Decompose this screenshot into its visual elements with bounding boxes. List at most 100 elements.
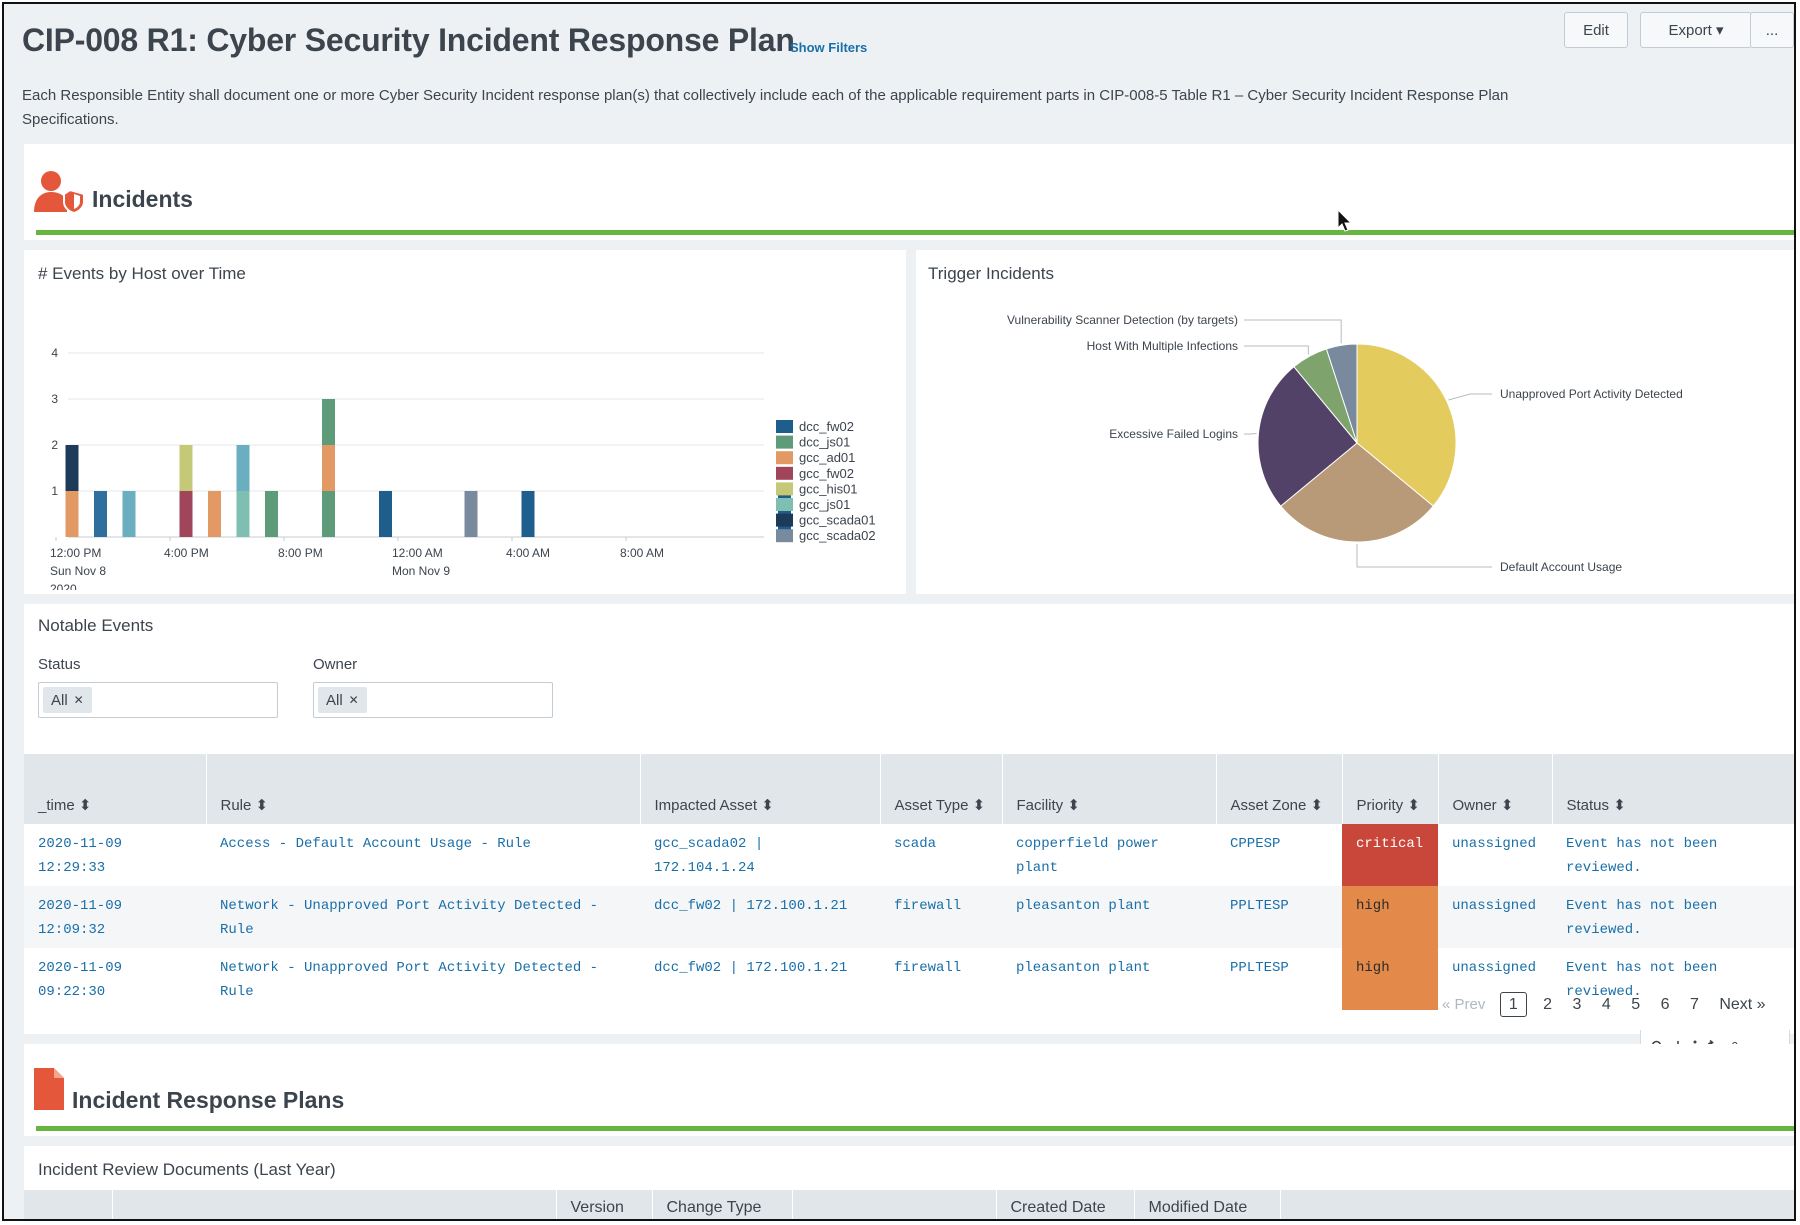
column-header-created-date[interactable]: Created Date xyxy=(996,1190,1135,1219)
cell-owner[interactable]: unassigned xyxy=(1452,960,1537,976)
column-header-facility[interactable]: Facility ⬍ xyxy=(1002,754,1217,824)
pager-page-6[interactable]: 6 xyxy=(1660,996,1670,1013)
cell-time[interactable]: 2020-11-09 12:29:33 xyxy=(38,836,123,876)
cell-owner[interactable]: unassigned xyxy=(1452,836,1537,852)
column-header-version[interactable]: Version xyxy=(556,1190,653,1219)
cell-time[interactable]: 2020-11-09 09:22:30 xyxy=(38,960,123,1000)
column-header-blank[interactable] xyxy=(792,1190,997,1219)
close-icon[interactable]: ✕ xyxy=(348,693,359,707)
edit-button[interactable]: Edit xyxy=(1564,12,1628,48)
legend-swatch xyxy=(776,420,793,433)
owner-filter-input[interactable]: All ✕ xyxy=(313,682,553,718)
cell-time[interactable]: 2020-11-09 12:09:32 xyxy=(24,886,206,948)
cell-owner[interactable]: unassigned xyxy=(1438,886,1552,948)
x-tick-label: Sun Nov 8 xyxy=(50,564,106,578)
bar-segment xyxy=(94,491,107,537)
cell-impacted-asset[interactable]: dcc_fw02 | 172.100.1.21 xyxy=(640,886,880,948)
pie-label: Default Account Usage xyxy=(1500,560,1622,574)
mouse-cursor-icon xyxy=(1337,209,1353,232)
column-header-status[interactable]: Status ⬍ xyxy=(1552,754,1794,824)
column-header-change-type[interactable]: Change Type xyxy=(652,1190,793,1219)
column-header-blank[interactable] xyxy=(112,1190,557,1219)
status-chip-label: All xyxy=(51,691,68,709)
table-row[interactable]: 2020-11-09 12:09:32 Network - Unapproved… xyxy=(24,886,1794,948)
bar-segment xyxy=(265,491,278,537)
legend-swatch xyxy=(776,451,793,465)
column-header-owner[interactable]: Owner ⬍ xyxy=(1438,754,1553,824)
legend-swatch xyxy=(776,435,793,449)
legend-label: gcc_js01 xyxy=(799,497,850,512)
owner-filter-chip[interactable]: All ✕ xyxy=(318,687,367,713)
pager-page-5[interactable]: 5 xyxy=(1631,996,1641,1013)
bar-segment xyxy=(322,445,335,491)
bar-segment xyxy=(179,491,193,537)
cell-status[interactable]: Event has not been reviewed. xyxy=(1566,836,1718,876)
page-description: Each Responsible Entity shall document o… xyxy=(22,87,1509,128)
pie-label: Host With Multiple Infections xyxy=(1087,339,1238,353)
pie-leader-line xyxy=(1356,544,1492,568)
pager-page-4[interactable]: 4 xyxy=(1601,996,1611,1013)
column-header-asset-zone[interactable]: Asset Zone ⬍ xyxy=(1216,754,1343,824)
cell-rule[interactable]: Access - Default Account Usage - Rule xyxy=(220,836,531,852)
bar-segment xyxy=(208,491,221,537)
bar-segment xyxy=(236,445,250,491)
cell-asset-zone[interactable]: CPPESP xyxy=(1230,836,1281,852)
cell-rule[interactable]: Network - Unapproved Port Activity Detec… xyxy=(206,886,640,948)
column-header-blank[interactable] xyxy=(24,1190,113,1219)
column-header-time[interactable]: _time ⬍ xyxy=(24,754,207,824)
cell-facility[interactable]: pleasanton plant xyxy=(1016,960,1151,976)
table-row[interactable]: 2020-11-09 09:22:30 Network - Unapproved… xyxy=(24,948,1794,1010)
column-header-modified-date[interactable]: Modified Date xyxy=(1134,1190,1281,1219)
legend-swatch xyxy=(776,466,793,480)
legend-swatch xyxy=(776,529,793,543)
column-header-priority[interactable]: Priority ⬍ xyxy=(1342,754,1439,824)
x-tick-label: 4:00 AM xyxy=(506,546,550,560)
pager-page-1[interactable]: 1 xyxy=(1499,992,1527,1017)
x-tick-label: 8:00 AM xyxy=(620,546,664,560)
cell-asset-type[interactable]: firewall xyxy=(894,960,962,976)
column-header-blank[interactable] xyxy=(1280,1190,1794,1219)
cell-status[interactable]: Event has not been reviewed. xyxy=(1552,886,1794,948)
cell-priority[interactable]: high xyxy=(1342,886,1438,948)
owner-filter-label: Owner xyxy=(313,656,358,673)
pager-next[interactable]: Next » xyxy=(1719,996,1766,1013)
status-filter-input[interactable]: All ✕ xyxy=(38,682,278,718)
show-filters-link[interactable]: Show Filters xyxy=(790,40,868,55)
x-tick-label: 8:00 PM xyxy=(278,546,323,560)
pie-leader-line xyxy=(1244,432,1257,435)
export-button[interactable]: Export ▾ xyxy=(1640,12,1752,48)
pager-page-7[interactable]: 7 xyxy=(1689,996,1699,1013)
cell-rule[interactable]: Network - Unapproved Port Activity Detec… xyxy=(220,960,599,1000)
cell-facility[interactable]: copperfield power plant xyxy=(1016,836,1159,876)
cell-impacted-asset[interactable]: dcc_fw02 | 172.100.1.21 xyxy=(654,960,848,976)
more-actions-button[interactable]: ... xyxy=(1750,12,1794,48)
table-row[interactable]: 2020-11-09 12:29:33 Access - Default Acc… xyxy=(24,824,1794,886)
status-filter-chip[interactable]: All ✕ xyxy=(43,687,92,713)
cell-facility[interactable]: pleasanton plant xyxy=(1002,886,1216,948)
close-icon[interactable]: ✕ xyxy=(73,693,84,707)
cell-priority[interactable]: critical xyxy=(1342,824,1438,886)
legend-label: dcc_js01 xyxy=(799,435,850,450)
cell-asset-zone[interactable]: PPLTESP xyxy=(1230,960,1289,976)
legend-swatch xyxy=(776,482,793,496)
table-header-row: _time ⬍ Rule ⬍ Impacted Asset ⬍ Asset Ty… xyxy=(24,754,1794,824)
bar-segment xyxy=(322,399,335,445)
bar-segment xyxy=(379,491,392,537)
column-header-asset-type[interactable]: Asset Type ⬍ xyxy=(880,754,1003,824)
pager-page-3[interactable]: 3 xyxy=(1572,996,1582,1013)
pager-page-2[interactable]: 2 xyxy=(1543,996,1553,1013)
cell-asset-type[interactable]: scada xyxy=(894,836,937,852)
cell-priority[interactable]: high xyxy=(1342,948,1438,1010)
pie-leader-line xyxy=(1244,319,1342,344)
cell-impacted-asset[interactable]: gcc_scada02 | 172.104.1.24 xyxy=(654,836,764,876)
cell-asset-zone[interactable]: PPLTESP xyxy=(1216,886,1342,948)
pie-label: Vulnerability Scanner Detection (by targ… xyxy=(1007,313,1238,327)
cell-asset-type[interactable]: firewall xyxy=(880,886,1002,948)
column-header-rule[interactable]: Rule ⬍ xyxy=(206,754,641,824)
cell-status[interactable]: Event has not been reviewed. xyxy=(1566,960,1718,1000)
events-by-host-chart: 1 2 3 4 12:00 PM Sun Nov 8 2020 4:00 PM 8:00 PM 1… xyxy=(50,346,876,590)
column-header-impacted-asset[interactable]: Impacted Asset ⬍ xyxy=(640,754,881,824)
pie-leader-line xyxy=(1448,393,1492,401)
pager-prev[interactable]: « Prev xyxy=(1442,996,1486,1013)
